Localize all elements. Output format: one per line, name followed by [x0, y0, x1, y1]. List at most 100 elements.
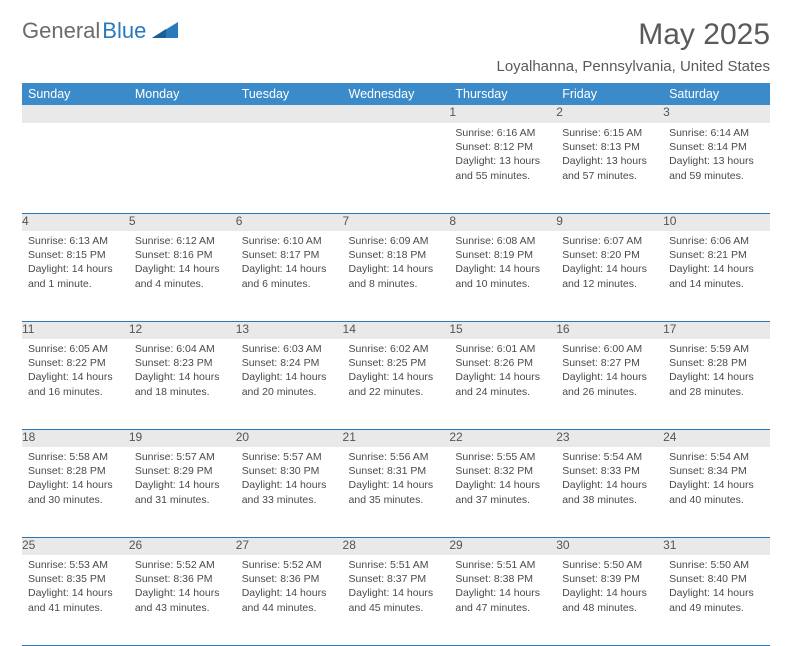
day-content-cell: Sunrise: 6:15 AMSunset: 8:13 PMDaylight:…	[556, 123, 663, 213]
day-number-cell: 12	[129, 321, 236, 339]
day-number-cell: 23	[556, 429, 663, 447]
day-content-cell	[343, 123, 450, 213]
logo-triangle-icon	[152, 18, 178, 44]
day-number-cell: 15	[449, 321, 556, 339]
day-details: Sunrise: 6:09 AMSunset: 8:18 PMDaylight:…	[343, 231, 450, 295]
day-content-cell: Sunrise: 5:51 AMSunset: 8:38 PMDaylight:…	[449, 555, 556, 645]
day-number-cell: 18	[22, 429, 129, 447]
day-content-cell: Sunrise: 5:57 AMSunset: 8:29 PMDaylight:…	[129, 447, 236, 537]
day-content-cell: Sunrise: 6:06 AMSunset: 8:21 PMDaylight:…	[663, 231, 770, 321]
day-details: Sunrise: 6:14 AMSunset: 8:14 PMDaylight:…	[663, 123, 770, 187]
day-details: Sunrise: 5:58 AMSunset: 8:28 PMDaylight:…	[22, 447, 129, 511]
day-number-cell: 1	[449, 105, 556, 123]
day-content-cell: Sunrise: 5:57 AMSunset: 8:30 PMDaylight:…	[236, 447, 343, 537]
day-number-cell: 17	[663, 321, 770, 339]
day-number-cell	[22, 105, 129, 123]
title-block: May 2025 Loyalhanna, Pennsylvania, Unite…	[496, 18, 770, 75]
day-content-cell: Sunrise: 6:09 AMSunset: 8:18 PMDaylight:…	[343, 231, 450, 321]
header: GeneralBlue May 2025 Loyalhanna, Pennsyl…	[22, 18, 770, 75]
day-content-cell: Sunrise: 6:07 AMSunset: 8:20 PMDaylight:…	[556, 231, 663, 321]
day-content-cell: Sunrise: 6:14 AMSunset: 8:14 PMDaylight:…	[663, 123, 770, 213]
weekday-header: Wednesday	[343, 83, 450, 105]
day-content-cell	[129, 123, 236, 213]
day-details: Sunrise: 5:51 AMSunset: 8:38 PMDaylight:…	[449, 555, 556, 619]
logo-text-blue: Blue	[102, 18, 146, 44]
day-content-cell: Sunrise: 5:50 AMSunset: 8:40 PMDaylight:…	[663, 555, 770, 645]
day-details: Sunrise: 6:15 AMSunset: 8:13 PMDaylight:…	[556, 123, 663, 187]
day-content-cell: Sunrise: 6:00 AMSunset: 8:27 PMDaylight:…	[556, 339, 663, 429]
day-details: Sunrise: 6:00 AMSunset: 8:27 PMDaylight:…	[556, 339, 663, 403]
day-content-cell: Sunrise: 5:56 AMSunset: 8:31 PMDaylight:…	[343, 447, 450, 537]
day-number-cell: 21	[343, 429, 450, 447]
day-number-cell: 8	[449, 213, 556, 231]
day-details: Sunrise: 5:57 AMSunset: 8:29 PMDaylight:…	[129, 447, 236, 511]
weekday-header: Saturday	[663, 83, 770, 105]
day-number-cell: 28	[343, 537, 450, 555]
day-content-cell: Sunrise: 5:54 AMSunset: 8:34 PMDaylight:…	[663, 447, 770, 537]
day-content-cell: Sunrise: 6:01 AMSunset: 8:26 PMDaylight:…	[449, 339, 556, 429]
day-number-cell: 5	[129, 213, 236, 231]
day-number-cell: 24	[663, 429, 770, 447]
day-content-cell	[22, 123, 129, 213]
day-details: Sunrise: 6:03 AMSunset: 8:24 PMDaylight:…	[236, 339, 343, 403]
day-details: Sunrise: 5:52 AMSunset: 8:36 PMDaylight:…	[236, 555, 343, 619]
day-number-cell: 14	[343, 321, 450, 339]
day-details: Sunrise: 5:55 AMSunset: 8:32 PMDaylight:…	[449, 447, 556, 511]
month-title: May 2025	[496, 18, 770, 52]
day-number-cell: 31	[663, 537, 770, 555]
day-details: Sunrise: 5:54 AMSunset: 8:33 PMDaylight:…	[556, 447, 663, 511]
day-number-cell: 19	[129, 429, 236, 447]
logo-text-gray: General	[22, 18, 100, 44]
day-content-cell: Sunrise: 5:52 AMSunset: 8:36 PMDaylight:…	[236, 555, 343, 645]
day-number-cell	[236, 105, 343, 123]
day-content-cell: Sunrise: 6:10 AMSunset: 8:17 PMDaylight:…	[236, 231, 343, 321]
day-number-cell: 29	[449, 537, 556, 555]
day-details: Sunrise: 6:12 AMSunset: 8:16 PMDaylight:…	[129, 231, 236, 295]
day-content-cell: Sunrise: 5:58 AMSunset: 8:28 PMDaylight:…	[22, 447, 129, 537]
day-details: Sunrise: 6:08 AMSunset: 8:19 PMDaylight:…	[449, 231, 556, 295]
day-details: Sunrise: 5:59 AMSunset: 8:28 PMDaylight:…	[663, 339, 770, 403]
calendar-table: SundayMondayTuesdayWednesdayThursdayFrid…	[22, 83, 770, 646]
day-details: Sunrise: 5:57 AMSunset: 8:30 PMDaylight:…	[236, 447, 343, 511]
day-content-cell: Sunrise: 6:04 AMSunset: 8:23 PMDaylight:…	[129, 339, 236, 429]
day-number-cell: 2	[556, 105, 663, 123]
day-number-cell: 10	[663, 213, 770, 231]
day-details: Sunrise: 6:06 AMSunset: 8:21 PMDaylight:…	[663, 231, 770, 295]
weekday-header: Sunday	[22, 83, 129, 105]
day-number-cell: 26	[129, 537, 236, 555]
weekday-header: Thursday	[449, 83, 556, 105]
day-number-cell: 20	[236, 429, 343, 447]
day-number-cell: 30	[556, 537, 663, 555]
day-number-cell: 11	[22, 321, 129, 339]
day-number-cell: 3	[663, 105, 770, 123]
day-content-cell: Sunrise: 6:03 AMSunset: 8:24 PMDaylight:…	[236, 339, 343, 429]
day-content-cell: Sunrise: 6:12 AMSunset: 8:16 PMDaylight:…	[129, 231, 236, 321]
day-content-cell: Sunrise: 5:51 AMSunset: 8:37 PMDaylight:…	[343, 555, 450, 645]
day-number-cell: 22	[449, 429, 556, 447]
calendar-header-row: SundayMondayTuesdayWednesdayThursdayFrid…	[22, 83, 770, 105]
day-details: Sunrise: 5:51 AMSunset: 8:37 PMDaylight:…	[343, 555, 450, 619]
day-number-cell	[343, 105, 450, 123]
day-content-cell: Sunrise: 5:55 AMSunset: 8:32 PMDaylight:…	[449, 447, 556, 537]
day-number-cell: 16	[556, 321, 663, 339]
day-details: Sunrise: 5:52 AMSunset: 8:36 PMDaylight:…	[129, 555, 236, 619]
day-number-cell: 4	[22, 213, 129, 231]
day-details: Sunrise: 5:56 AMSunset: 8:31 PMDaylight:…	[343, 447, 450, 511]
day-content-cell: Sunrise: 5:54 AMSunset: 8:33 PMDaylight:…	[556, 447, 663, 537]
day-details: Sunrise: 6:16 AMSunset: 8:12 PMDaylight:…	[449, 123, 556, 187]
day-content-cell: Sunrise: 6:02 AMSunset: 8:25 PMDaylight:…	[343, 339, 450, 429]
location: Loyalhanna, Pennsylvania, United States	[496, 58, 770, 75]
day-content-cell: Sunrise: 5:50 AMSunset: 8:39 PMDaylight:…	[556, 555, 663, 645]
day-details: Sunrise: 6:01 AMSunset: 8:26 PMDaylight:…	[449, 339, 556, 403]
day-number-cell: 7	[343, 213, 450, 231]
day-details: Sunrise: 6:02 AMSunset: 8:25 PMDaylight:…	[343, 339, 450, 403]
day-details: Sunrise: 6:10 AMSunset: 8:17 PMDaylight:…	[236, 231, 343, 295]
weekday-header: Friday	[556, 83, 663, 105]
day-number-cell: 25	[22, 537, 129, 555]
day-content-cell: Sunrise: 5:59 AMSunset: 8:28 PMDaylight:…	[663, 339, 770, 429]
day-details: Sunrise: 5:50 AMSunset: 8:39 PMDaylight:…	[556, 555, 663, 619]
day-number-cell: 6	[236, 213, 343, 231]
day-details: Sunrise: 6:07 AMSunset: 8:20 PMDaylight:…	[556, 231, 663, 295]
weekday-header: Tuesday	[236, 83, 343, 105]
day-content-cell	[236, 123, 343, 213]
